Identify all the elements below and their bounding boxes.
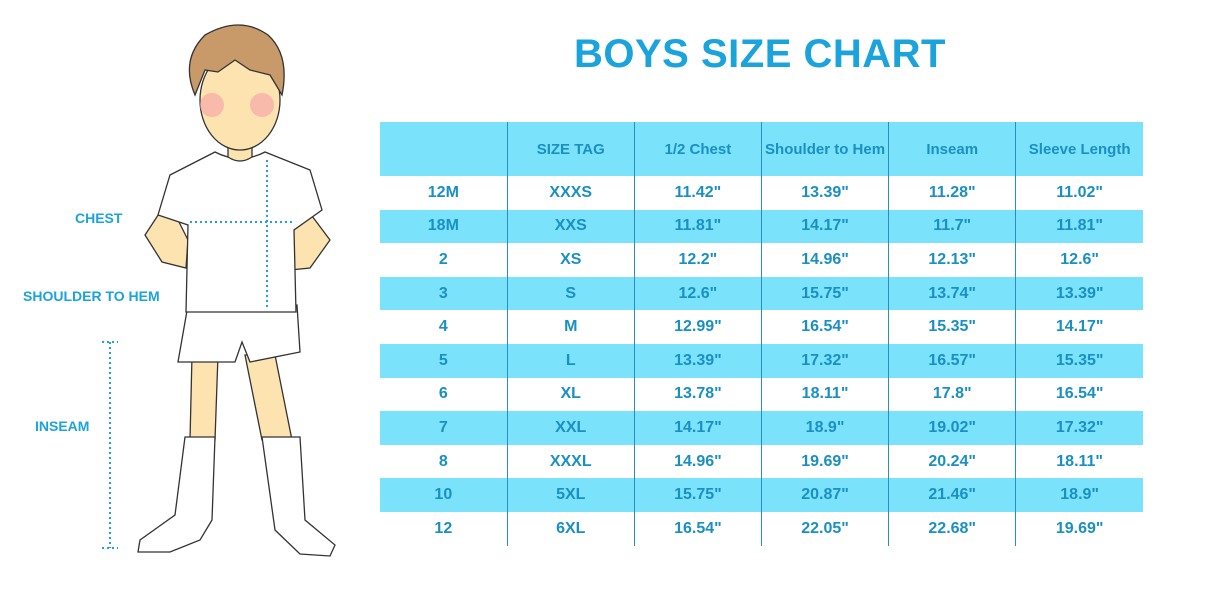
table-cell: 18.11" — [1015, 444, 1143, 479]
table-cell: 4 — [438, 318, 448, 336]
table-cell: 8 — [438, 452, 448, 470]
table-cell: 11.81" — [1015, 209, 1143, 244]
table-cell: 13.78" — [633, 377, 762, 412]
table-cell: 11.81" — [633, 209, 762, 244]
table-cell: 13.39" — [633, 343, 762, 378]
table-cell: 14.96" — [760, 243, 889, 277]
table-cell: 20.24" — [888, 444, 1016, 479]
table-cell: 22.68" — [888, 511, 1016, 546]
table-cell: 15.75" — [633, 478, 762, 512]
table-cell: 12.99" — [633, 310, 762, 344]
table-cell: 12 — [434, 519, 453, 537]
table-cell: 12.2" — [633, 243, 762, 277]
table-cell: 16.54" — [633, 511, 762, 546]
table-cell: 18M — [380, 209, 508, 244]
table-cell: 5XL — [506, 478, 635, 512]
table-cell: L — [506, 343, 635, 378]
table-row: 10 5XL 15.75" 20.87" 21.46" 18.9" — [380, 478, 1143, 512]
table-cell: 13.39" — [760, 176, 889, 210]
table-header-row: SIZE TAG 1/2 Chest Shoulder to Hem Inseam Sl… — [380, 122, 1143, 176]
table-cell: 17.32" — [1015, 411, 1143, 445]
table-cell: 17.32" — [760, 343, 889, 378]
table-cell: 13.39" — [1015, 276, 1143, 311]
table-row: 12M XXXS 11.42" 13.39" 11.28" 11.02" — [380, 176, 1143, 210]
table-row: 8 XXXL 14.96" 19.69" 20.24" 18.11" — [380, 444, 1143, 479]
table-cell: 19.02" — [888, 411, 1016, 445]
table-cell: 6XL — [506, 511, 635, 546]
table-cell: 12.6" — [633, 276, 762, 311]
table-row: 7 XXL 14.17" 18.9" 19.02" 17.32" — [380, 411, 1143, 445]
table-cell: XXS — [506, 209, 635, 244]
table-cell: 3 — [380, 276, 508, 311]
table-cell: S — [506, 276, 635, 311]
page-title: BOYS SIZE CHART — [574, 32, 946, 76]
chest-label: CHEST — [75, 210, 123, 226]
table-cell: XXXS — [506, 176, 635, 210]
table-cell: XL — [506, 377, 635, 412]
table-cell: XXL — [506, 411, 635, 445]
table-cell: 15.35" — [1015, 343, 1143, 378]
table-cell: 18.9" — [760, 411, 889, 445]
table-cell: 11.02" — [1015, 176, 1143, 210]
column-header: Shoulder to Hem — [760, 122, 889, 176]
table-cell: 14.96" — [633, 444, 762, 479]
table-cell: 16.54" — [760, 310, 889, 344]
table-cell: XXXL — [506, 444, 635, 479]
table-cell: 14.17" — [1015, 310, 1143, 344]
table-cell: 7 — [380, 411, 508, 445]
table-cell: XS — [506, 243, 635, 277]
shoulder-to-hem-label: SHOULDER TO HEM — [23, 288, 160, 304]
table-cell: 16.54" — [1015, 377, 1143, 412]
table-cell: 12.6" — [1015, 243, 1143, 277]
table-cell: 14.17" — [633, 411, 762, 445]
table-cell: 22.05" — [760, 511, 889, 546]
table-cell: 10 — [380, 478, 508, 512]
table-cell: 11.28" — [888, 176, 1016, 210]
column-header: 1/2 Chest — [633, 122, 762, 176]
table-cell: 19.69" — [760, 444, 889, 479]
boy-illustration — [102, 24, 336, 557]
table-cell: 18.11" — [760, 377, 889, 412]
column-header: SIZE TAG — [506, 122, 635, 176]
table-row: 4 M 12.99" 16.54" 15.35" 14.17" — [380, 310, 1143, 344]
table-cell: 14.17" — [760, 209, 889, 244]
table-cell: 21.46" — [888, 478, 1016, 512]
table-cell: 13.74" — [888, 276, 1016, 311]
table-cell: 15.35" — [888, 310, 1016, 344]
table-cell: 15.75" — [760, 276, 889, 311]
table-row: 3 S 12.6" 15.75" 13.74" 13.39" — [380, 276, 1143, 311]
table-cell: M — [506, 310, 635, 344]
table-cell: 12.13" — [888, 243, 1016, 277]
table-row: 2 XS 12.2" 14.96" 12.13" 12.6" — [380, 243, 1143, 277]
table-row: 12 6XL 16.54" 22.05" 22.68" 19.69" — [380, 511, 1143, 546]
table-cell: 5 — [380, 343, 508, 378]
table-cell: 11.7" — [888, 209, 1016, 244]
table-cell: 2 — [438, 250, 448, 268]
table-cell: 12M — [427, 183, 459, 201]
table-cell: 20.87" — [760, 478, 889, 512]
table-cell: 19.69" — [1015, 511, 1143, 546]
table-row: 6 XL 13.78" 18.11" 17.8" 16.54" — [380, 377, 1143, 412]
size-table: SIZE TAG 1/2 Chest Shoulder to Hem Inseam Sl… — [380, 122, 1143, 546]
table-row: 18M XXS 11.81" 14.17" 11.7" 11.81" — [380, 209, 1143, 244]
table-cell: 16.57" — [888, 343, 1016, 378]
inseam-label: INSEAM — [35, 418, 90, 434]
table-cell: 6 — [438, 385, 448, 403]
table-cell: 17.8" — [888, 377, 1016, 412]
column-header: Inseam — [888, 122, 1016, 176]
table-row: 5 L 13.39" 17.32" 16.57" 15.35" — [380, 343, 1143, 378]
column-header: Sleeve Length — [1015, 122, 1143, 176]
table-cell: 18.9" — [1015, 478, 1143, 512]
table-cell: 11.42" — [633, 176, 762, 210]
column-header — [380, 122, 508, 176]
